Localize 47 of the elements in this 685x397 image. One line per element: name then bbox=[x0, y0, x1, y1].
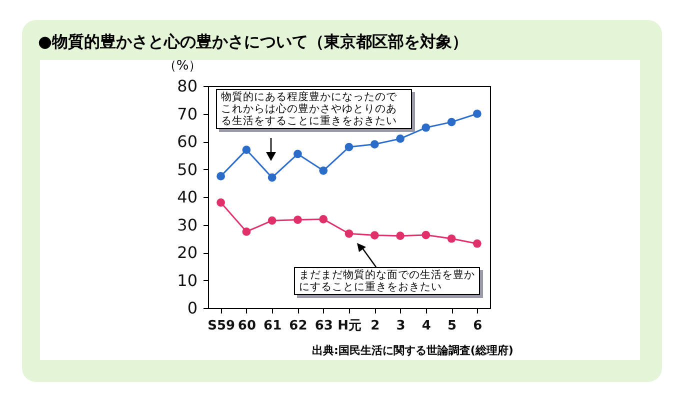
point bbox=[294, 150, 302, 158]
point bbox=[242, 146, 251, 154]
point bbox=[396, 134, 404, 143]
source-note: 出典:国民生活に関する世論調査(総理府) bbox=[312, 343, 514, 358]
point bbox=[216, 172, 225, 180]
x-tick-label: 4 bbox=[422, 318, 431, 334]
point bbox=[447, 234, 456, 243]
x-tick-label: 3 bbox=[396, 318, 406, 334]
point bbox=[344, 229, 354, 238]
x-tick-label: H元 bbox=[338, 318, 362, 334]
point bbox=[473, 110, 482, 118]
point bbox=[447, 118, 456, 126]
point bbox=[422, 123, 430, 132]
y-tick-label: 30 bbox=[177, 215, 198, 234]
point bbox=[216, 198, 225, 207]
y-tick-label: 60 bbox=[177, 132, 198, 151]
x-tick-label: 63 bbox=[314, 318, 333, 334]
point bbox=[473, 239, 482, 248]
x-tick-label: 6 bbox=[473, 318, 482, 334]
point bbox=[294, 216, 302, 224]
text: まだまだ物質的な面での生活を豊かにすることに重きをおきたい bbox=[294, 267, 480, 295]
y-tick-label: 80 bbox=[177, 76, 198, 96]
x-tick-label: 2 bbox=[370, 318, 380, 334]
chart-title: ●物質的豊かさと心の豊かさについて（東京都区部を対象） bbox=[38, 32, 468, 53]
point bbox=[396, 232, 404, 240]
point bbox=[268, 216, 276, 225]
x-tick-label: 61 bbox=[264, 318, 282, 334]
y-tick-label: 50 bbox=[177, 160, 198, 179]
y-tick-label: 40 bbox=[177, 188, 198, 206]
y-tick-label: 10 bbox=[177, 270, 198, 290]
point bbox=[268, 173, 276, 182]
point bbox=[242, 228, 251, 236]
point bbox=[422, 230, 430, 240]
x-tick-label: 5 bbox=[448, 318, 457, 334]
y-tick-label: 70 bbox=[177, 104, 198, 124]
point bbox=[319, 166, 328, 175]
y-tick-label: 0 bbox=[187, 298, 198, 318]
x-tick-label: S59 bbox=[208, 318, 236, 334]
point bbox=[370, 140, 379, 148]
y-axis-title: （%） bbox=[163, 58, 202, 74]
x-tick-label: 62 bbox=[289, 318, 308, 334]
series-label: 物質的にある程度豊かになったのでこれからは心の豊かさやゆとりのある生活をすることに重きをおきたい bbox=[216, 89, 412, 129]
x-tick-label: 60 bbox=[238, 318, 256, 334]
point bbox=[370, 231, 379, 240]
point bbox=[319, 215, 328, 224]
point bbox=[344, 142, 354, 152]
y-tick-label: 20 bbox=[177, 243, 198, 262]
